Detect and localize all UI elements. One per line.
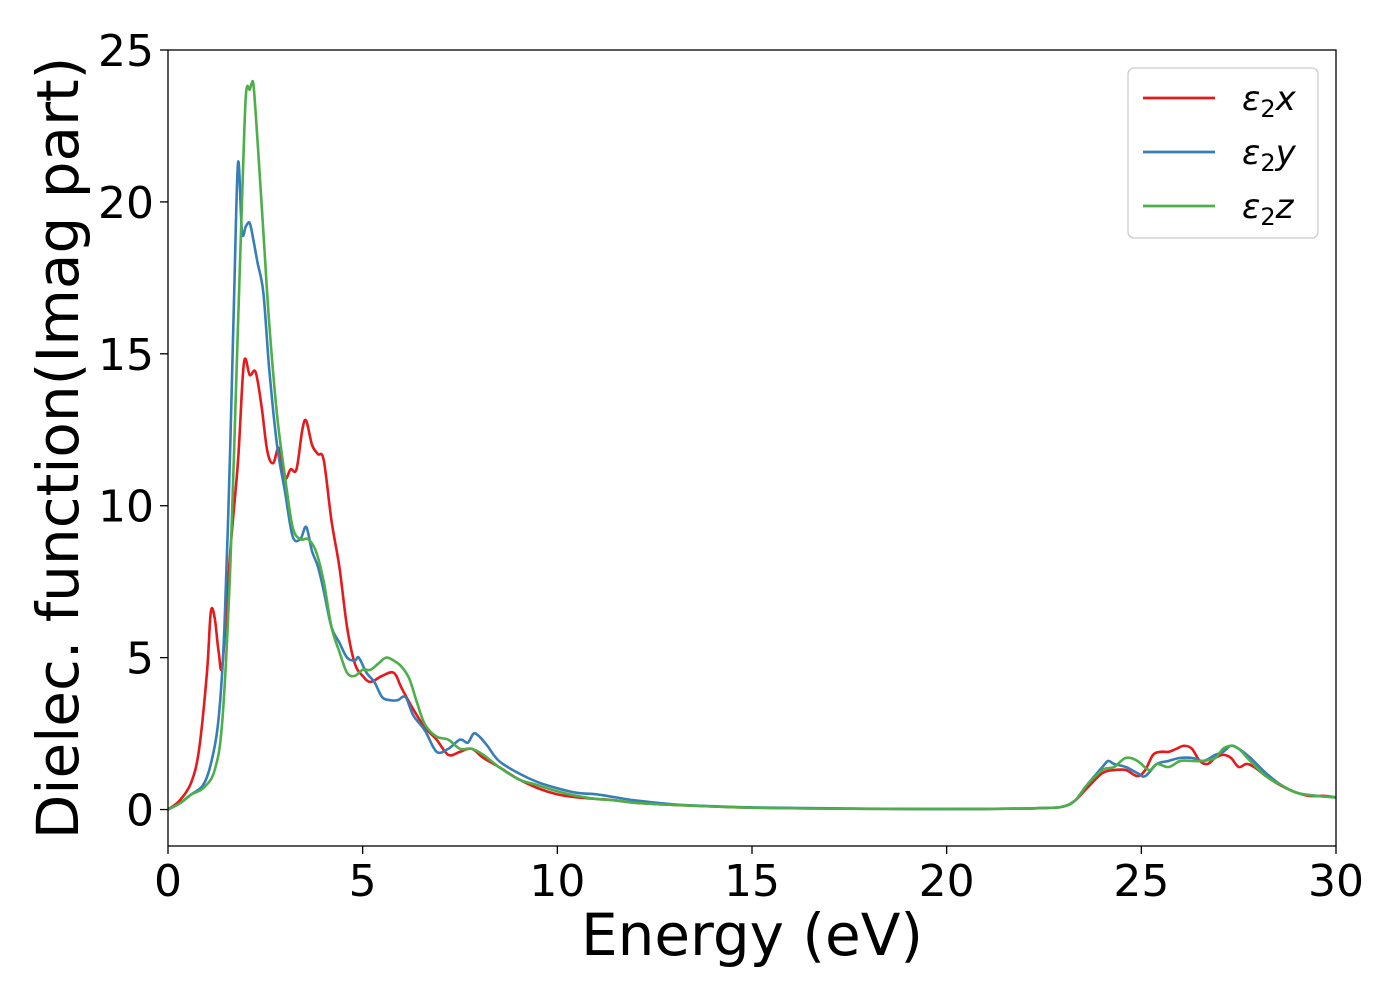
legend-box [1127, 67, 1319, 239]
legend-label-z: ε2z [1242, 187, 1295, 231]
x-tick-label: 30 [1308, 856, 1364, 907]
y-tick-label: 10 [98, 482, 154, 533]
x-tick-label: 5 [349, 856, 377, 907]
y-tick-label: 25 [98, 26, 154, 77]
x-tick-label: 0 [154, 856, 182, 907]
y-tick-label: 0 [126, 786, 154, 837]
legend-label-y: ε2y [1242, 133, 1297, 177]
x-tick-label: 20 [919, 856, 975, 907]
series-line-z [168, 79, 1336, 811]
legend: ε2x ε2y ε2z [1127, 67, 1319, 239]
x-tick-label: 10 [529, 856, 585, 907]
y-axis-ticks: 0 5 10 15 20 25 [98, 26, 168, 837]
y-tick-label: 5 [126, 634, 154, 685]
x-axis-title: Energy (eV) [581, 901, 923, 969]
y-tick-label: 20 [98, 178, 154, 229]
x-tick-label: 15 [724, 856, 780, 907]
x-tick-label: 25 [1113, 856, 1169, 907]
y-tick-label: 15 [98, 330, 154, 381]
x-axis-ticks: 0 5 10 15 20 25 30 [154, 846, 1364, 907]
plot-series-group [168, 79, 1336, 811]
y-axis-title: Dielec. function(Imag part) [24, 57, 92, 840]
legend-label-x: ε2x [1242, 79, 1297, 123]
